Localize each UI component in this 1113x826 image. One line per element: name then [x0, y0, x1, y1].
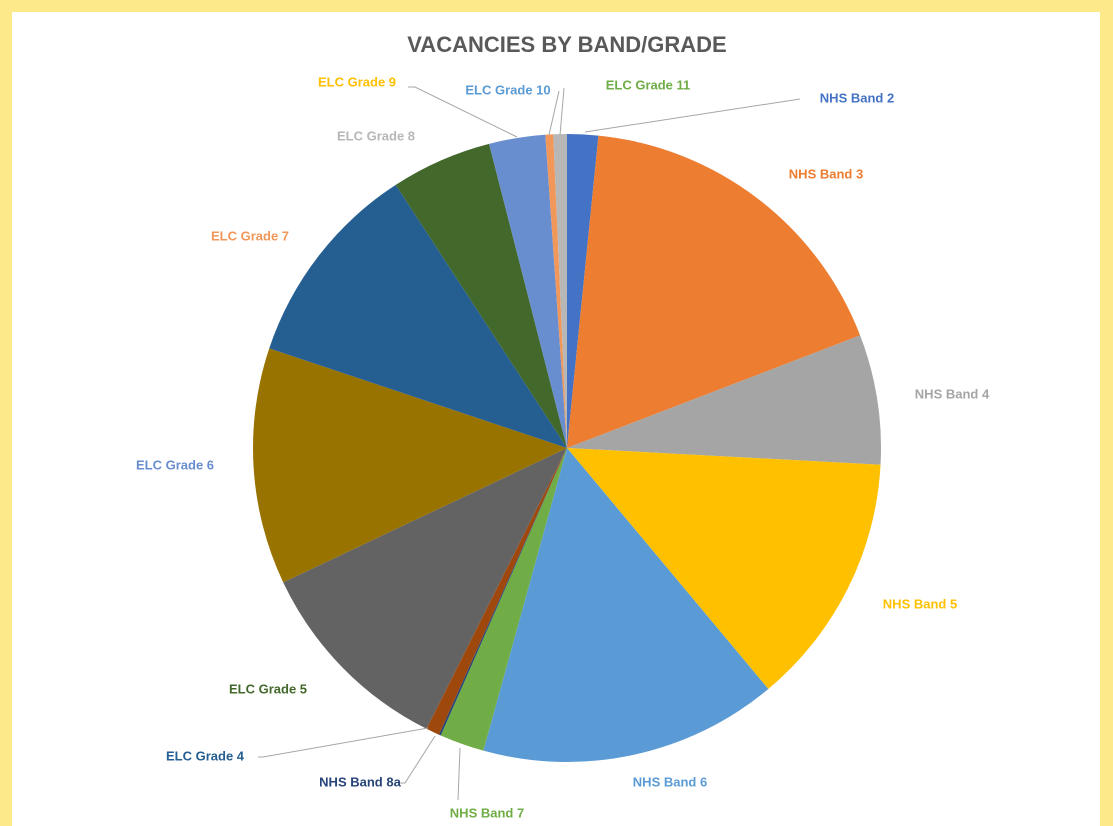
pie-slice — [283, 448, 567, 729]
pie-slice — [553, 134, 567, 448]
leader-line — [258, 727, 429, 758]
slice-label: ELC Grade 8 — [337, 128, 415, 143]
slice-label: ELC Grade 6 — [136, 457, 214, 472]
pie-slice — [269, 184, 567, 448]
slice-label: NHS Band 8a — [319, 774, 401, 789]
leader-line — [457, 747, 461, 801]
slice-label: ELC Grade 11 — [606, 77, 691, 92]
slice-label: ELC Grade 9 — [318, 74, 396, 89]
pie-slice — [440, 448, 567, 751]
slice-label: ELC Grade 7 — [211, 228, 289, 243]
slice-label: NHS Band 4 — [915, 386, 990, 401]
leader-line — [400, 735, 436, 784]
pie-slice — [567, 335, 882, 465]
slice-label: NHS Band 7 — [450, 805, 524, 820]
pie-slice — [545, 134, 567, 449]
slice-label: NHS Band 2 — [820, 90, 894, 105]
pie-slice — [426, 448, 567, 735]
slice-label: NHS Band 5 — [883, 596, 957, 611]
leader-line — [548, 90, 560, 136]
pie-slice — [483, 448, 769, 762]
slice-label: ELC Grade 4 — [166, 748, 245, 763]
slice-label: NHS Band 3 — [789, 166, 863, 181]
pie-slice — [438, 448, 567, 736]
slice-label: ELC Grade 10 — [465, 82, 550, 97]
chart-title: VACANCIES BY BAND/GRADE — [407, 32, 726, 57]
slice-label: NHS Band 6 — [633, 774, 707, 789]
pie-slice — [395, 143, 567, 449]
pie-slice — [252, 348, 567, 583]
pie-slice — [567, 134, 599, 448]
slice-label: ELC Grade 5 — [229, 681, 307, 696]
leader-line — [408, 86, 518, 138]
pie-slice — [489, 134, 567, 448]
pie-slice — [567, 135, 861, 448]
leader-line — [559, 87, 565, 136]
pie-slice — [567, 448, 881, 689]
leader-line — [584, 98, 801, 133]
